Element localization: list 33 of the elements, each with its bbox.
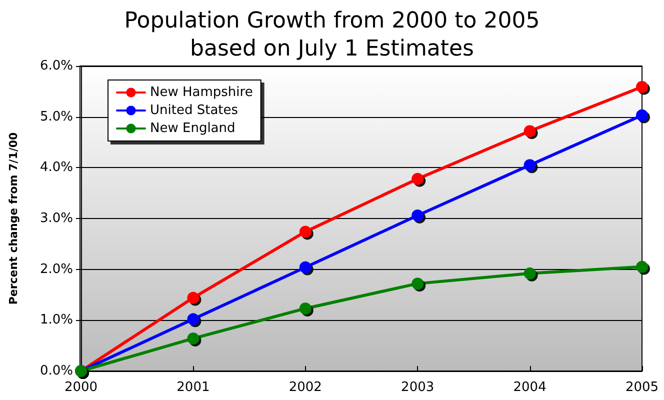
point — [412, 172, 424, 185]
point — [412, 278, 424, 290]
point — [187, 292, 200, 304]
point — [299, 302, 312, 314]
x-tick-label: 2004 — [513, 380, 546, 395]
y-tick-label: 2.0% — [40, 262, 73, 277]
x-tick-label: 2001 — [176, 380, 210, 395]
y-tick-label: 5.0% — [40, 109, 73, 124]
point — [187, 332, 200, 344]
point — [299, 261, 312, 274]
legend-label: United States — [150, 103, 238, 118]
point — [636, 109, 648, 122]
point — [187, 313, 200, 326]
point — [524, 267, 536, 280]
x-tick-label: 2000 — [64, 380, 98, 395]
point — [524, 159, 536, 172]
legend-label: New England — [150, 121, 236, 136]
y-axis-title: Percent change from 7/1/00 — [7, 132, 20, 305]
point — [524, 125, 536, 138]
point — [299, 226, 312, 238]
point — [412, 209, 424, 222]
x-tick-label: 2002 — [288, 380, 322, 395]
y-tick-label: 6.0% — [40, 58, 73, 74]
y-tick-label: 0.0% — [40, 364, 73, 378]
chart-title: Population Growth from 2000 to 2005 based on July 1 Estimates — [124, 8, 540, 62]
legend-label: New Hampshire — [150, 85, 253, 100]
y-tick-label: 4.0% — [40, 160, 73, 176]
y-tick-label: 1.0% — [40, 312, 73, 328]
point — [636, 260, 648, 273]
point — [636, 80, 648, 93]
x-tick-label: 2005 — [625, 380, 659, 395]
y-tick-label: 3.0% — [40, 211, 73, 226]
x-tick-label: 2003 — [401, 380, 434, 395]
